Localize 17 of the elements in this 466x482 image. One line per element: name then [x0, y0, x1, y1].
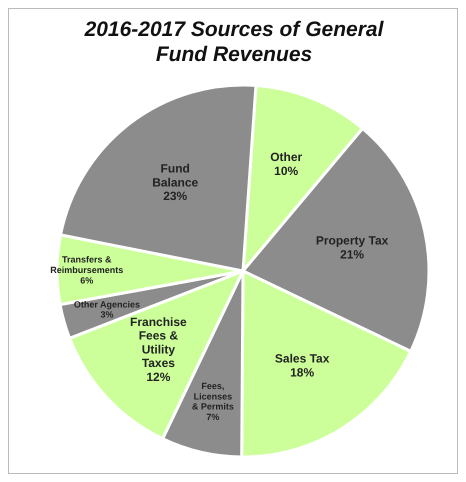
data-label: 12% — [146, 370, 171, 384]
slice-label: Other — [270, 150, 303, 164]
slice-label: Sales Tax — [274, 352, 330, 366]
data-label: 23% — [163, 189, 188, 204]
slice-label: Fund Balance — [152, 162, 199, 190]
slice-label: Transfers & Reimbursements — [50, 254, 124, 275]
chart-title: 2016-2017 Sources of General Fund Revenues — [83, 17, 385, 67]
slice-label: Property Tax — [316, 234, 389, 248]
data-label: 7% — [206, 412, 220, 422]
data-label: 18% — [290, 366, 314, 380]
data-label: 21% — [340, 247, 364, 262]
slice-label: Franchise Fees & Utility Taxes — [130, 314, 188, 370]
slice-label: Other Agencies — [74, 299, 140, 310]
data-label: 6% — [80, 275, 94, 286]
data-label: 3% — [100, 310, 114, 320]
data-label: 10% — [274, 164, 299, 178]
slice-label: Fees, Licenses & Permits — [192, 380, 234, 412]
